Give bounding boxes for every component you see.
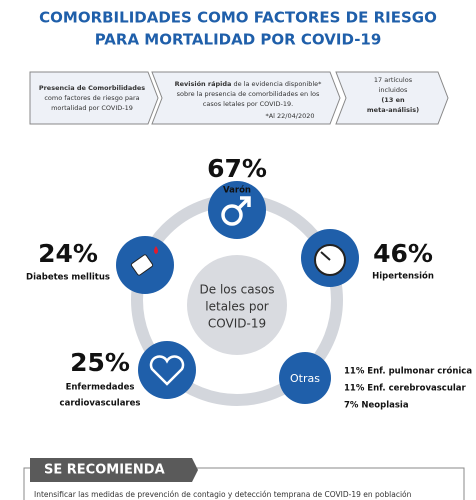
factor-value: 67% [207,154,267,183]
center-circle [187,255,287,355]
others-circle [279,352,331,404]
recommendation-header-bg [30,458,198,482]
title: PARA MORTALIDAD POR COVID-19 [95,31,382,49]
factor-label: Enfermedades [66,383,135,393]
step-text: (13 en [381,96,405,104]
center-text: De los casos [200,283,275,297]
others-item: 11% Enf. cerebrovascular [344,384,467,394]
factor-value: 25% [70,348,130,377]
recommendation-text: Intensificar las medidas de prevención d… [34,490,412,499]
factor-label: Hipertensión [372,271,434,282]
step-text: meta-análisis) [367,106,419,114]
step-box [335,71,449,125]
title: COMORBILIDADES COMO FACTORES DE RIESGO [39,9,437,27]
icon-gauge [301,229,359,287]
icon-heart [138,341,196,399]
step-box [29,71,159,125]
step-text: como factores de riesgo para [44,94,139,102]
others-item: 7% Neoplasia [344,401,409,411]
step-text: casos letales por COVID-19. [203,100,293,108]
recommendation-header: SE RECOMIENDA [44,463,165,478]
others-item: 11% Enf. pulmonar crónica [344,366,472,377]
factor-label: Diabetes mellitus [26,273,110,283]
factor-value: 24% [38,239,98,268]
factor-label: cardiovasculares [60,399,141,409]
step-text: mortalidad por COVID-19 [51,104,133,112]
center-text: letales por [205,300,269,314]
step-text: sobre la presencia de comorbilidades en … [177,90,320,98]
factor-label: Varón [223,185,251,196]
factor-value: 46% [373,239,433,268]
step-note: *Al 22/04/2020 [265,112,314,120]
step-text: incluidos [379,86,408,94]
center-text: COVID-19 [208,317,266,331]
icon-insulin [116,236,174,294]
step-box [151,71,341,125]
step-bold: Revisión rápida [175,80,232,88]
step-text: 17 artículos [374,76,413,84]
icon-male [208,181,266,239]
step-text: Presencia de Comorbilidades [39,84,145,92]
others-label: Otras [290,372,320,385]
step-text: Revisión rápida de la evidencia disponib… [175,80,323,88]
step-text: de la evidencia disponible* [231,80,322,88]
